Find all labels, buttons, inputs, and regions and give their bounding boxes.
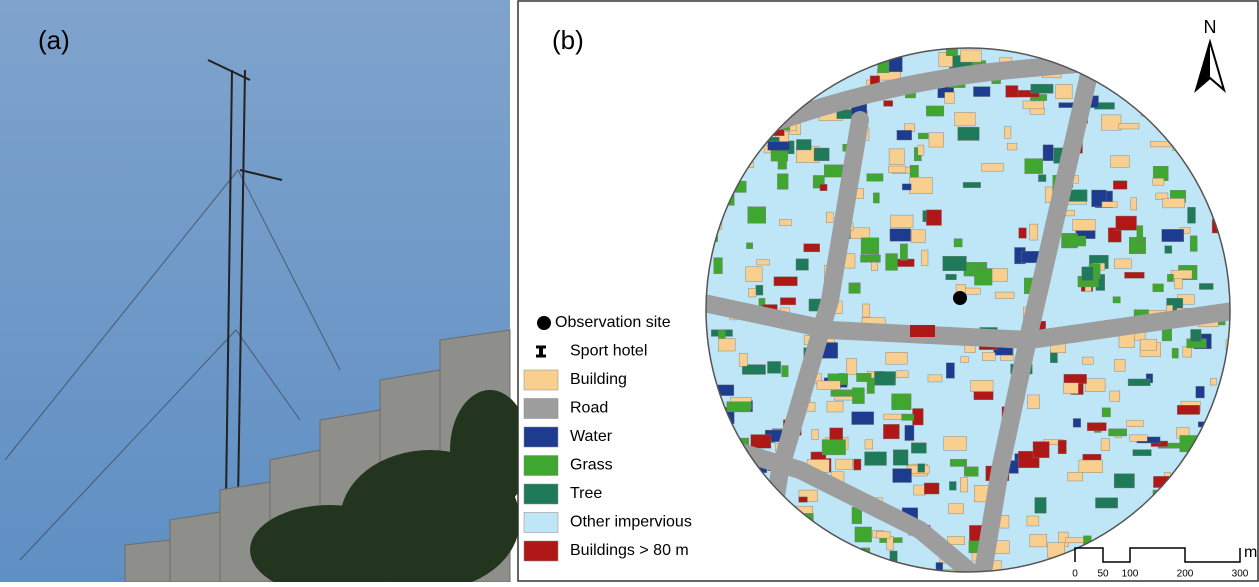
legend-label: Other impervious	[570, 514, 692, 531]
scale-tick-label: 100	[1122, 569, 1139, 580]
legend-label: Road	[570, 400, 608, 417]
legend-label: Sport hotel	[570, 343, 647, 360]
legend-label: Observation site	[555, 314, 671, 331]
legend-symbol	[537, 316, 551, 330]
scale-tick-label: 50	[1097, 569, 1109, 580]
panel-label: (a)	[38, 25, 70, 55]
legend-swatch	[523, 540, 559, 562]
legend: Observation site Sport hotel Building Road W…	[523, 314, 692, 562]
scale-tick-label: 300	[1232, 569, 1249, 580]
scale-tick-label: 200	[1177, 569, 1194, 580]
legend-swatch	[523, 483, 559, 505]
scale-line	[1074, 547, 1241, 563]
legend-label: Grass	[570, 457, 613, 474]
legend-label: Building	[570, 371, 627, 388]
legend-label: Tree	[570, 485, 602, 502]
land-use-map	[706, 48, 1230, 572]
scale-tick-label: 0	[1072, 569, 1078, 580]
panel-label: (b)	[552, 25, 584, 55]
map-panel: (b) N Observation site Sport hotel Buildin…	[517, 0, 1259, 582]
legend-swatch	[523, 512, 559, 533]
scale-bar: 0 50 100 200 300 m	[1072, 544, 1257, 579]
legend-label: Buildings > 80 m	[570, 542, 689, 559]
legend-symbol	[536, 345, 546, 358]
photo: (a)	[0, 0, 530, 587]
legend-swatch	[523, 426, 559, 448]
legend-swatch	[523, 398, 559, 419]
legend-label: Water	[570, 428, 613, 445]
scale-unit: m	[1244, 544, 1257, 561]
legend-swatch	[523, 369, 559, 391]
legend-swatch	[523, 455, 559, 476]
north-label: N	[1204, 17, 1217, 37]
